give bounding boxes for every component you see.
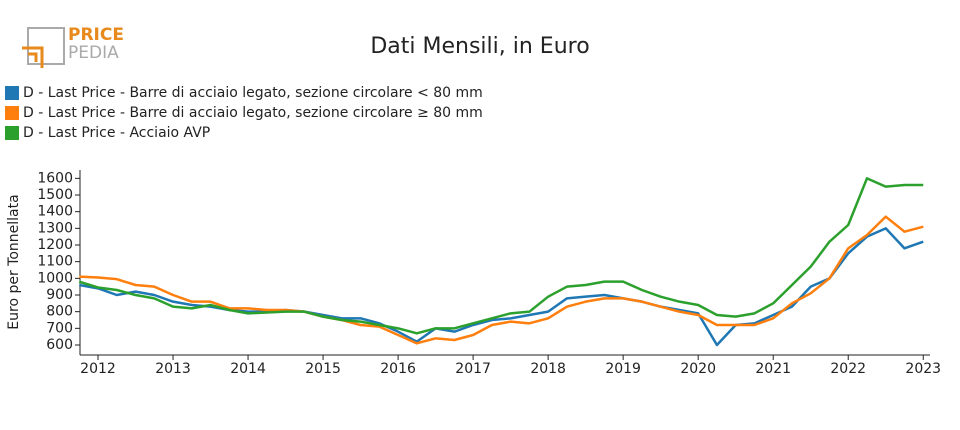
legend-swatch: [5, 126, 19, 140]
y-tick-label: 700: [46, 320, 73, 336]
x-tick-label: 2013: [155, 361, 191, 377]
x-tick-label: 2019: [605, 361, 641, 377]
logo-text: PEDIA: [68, 43, 119, 63]
x-tick-label: 2015: [305, 361, 341, 377]
legend-swatch: [5, 86, 19, 100]
x-tick-label: 2017: [455, 361, 491, 377]
x-tick-label: 2022: [830, 361, 866, 377]
x-tick-label: 2023: [905, 361, 941, 377]
y-tick-label: 1300: [37, 220, 73, 236]
logo-mark: [22, 46, 44, 68]
legend-swatch: [5, 106, 19, 120]
series-line: [78, 177, 924, 335]
y-tick-label: 1600: [37, 170, 73, 186]
y-tick-label: 900: [46, 287, 73, 303]
y-tick-label: 1000: [37, 270, 73, 286]
x-tick-label: 2016: [380, 361, 416, 377]
logo-mark: [27, 27, 65, 65]
x-tick-label: 2020: [680, 361, 716, 377]
x-tick-label: 2012: [80, 361, 116, 377]
legend-label: D - Last Price - Barre di acciaio legato…: [23, 105, 483, 121]
x-tick-label: 2014: [230, 361, 266, 377]
y-tick-label: 800: [46, 304, 73, 320]
series-line: [79, 215, 924, 345]
chart-title: Dati Mensili, in Euro: [370, 34, 589, 59]
series-line: [79, 227, 924, 347]
y-tick-label: 1200: [37, 237, 73, 253]
y-tick-label: 600: [46, 337, 73, 353]
y-tick-label: 1400: [37, 204, 73, 220]
y-tick-label: 1100: [37, 254, 73, 270]
x-tick-label: 2018: [530, 361, 566, 377]
legend-label: D - Last Price - Acciaio AVP: [23, 125, 210, 141]
y-axis-label: Euro per Tonnellata: [6, 194, 22, 329]
x-tick-label: 2021: [755, 361, 791, 377]
logo-text: PRICE: [68, 25, 124, 45]
legend-label: D - Last Price - Barre di acciaio legato…: [23, 85, 483, 101]
y-tick-label: 1500: [37, 187, 73, 203]
